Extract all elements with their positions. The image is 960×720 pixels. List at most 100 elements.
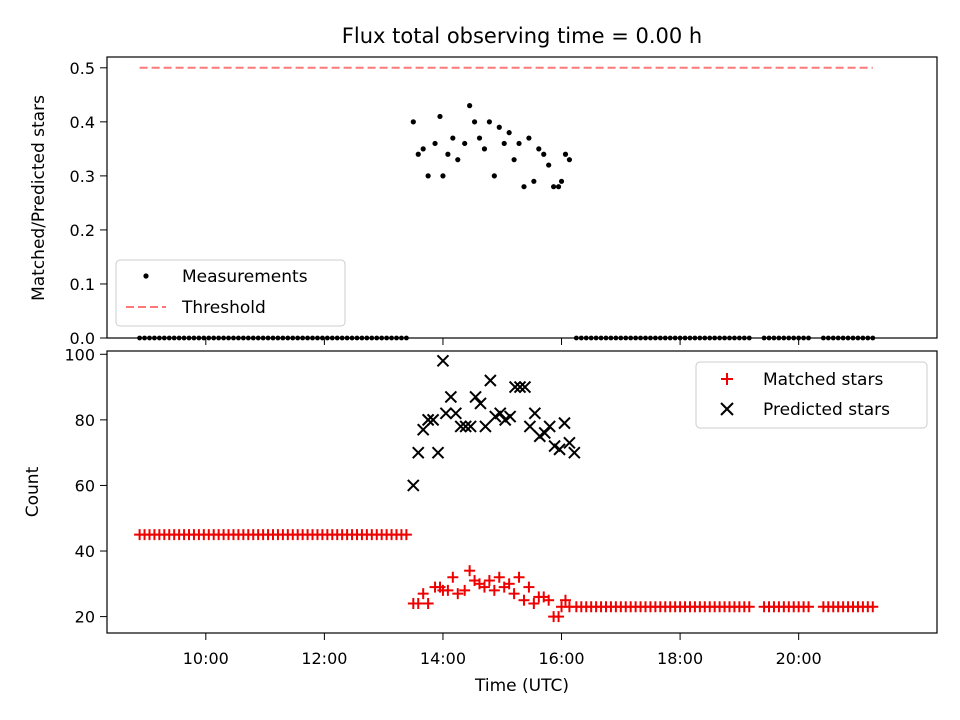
measurement-point [280,335,286,341]
measurement-point [305,335,310,341]
predicted-marker-b [439,407,453,420]
measurement-point [558,178,565,184]
predicted-star-point [449,407,463,420]
measurement-point [181,335,187,341]
measurement-point [369,335,375,341]
matched-star-point [488,584,500,596]
x-axis-label: Time (UTC) [474,676,569,696]
predicted-marker-b [412,446,425,459]
measurement-point [166,335,172,341]
matched-star-point [563,601,575,613]
measurement-point [425,173,431,179]
measurement-point [440,173,446,179]
bottom-x-tick-label: 18:00 [657,649,703,668]
top-y-tick-label: 0.5 [70,59,95,78]
measurement-point [648,335,653,341]
matched-star-point [523,581,535,593]
measurement-point [481,146,488,152]
predicted-marker-b [407,479,420,492]
measurement-point [455,157,461,163]
measurement-point [531,178,537,184]
predicted-marker-b [474,397,487,410]
measurement-point [546,162,552,168]
measurement-point [394,335,399,341]
top-y-axis: 0.0 0.1 0.2 0.3 0.4 0.5 [70,59,107,348]
measurement-point [860,335,866,341]
measurement-point [349,335,355,341]
predicted-marker-b [421,413,435,427]
measurement-point [240,335,246,341]
measurement-point [201,335,207,341]
measurement-point [275,335,281,341]
predicted-star-point [454,420,467,433]
measurement-point [410,119,416,125]
predicted-marker-b [431,446,445,459]
predicted-marker-b [548,439,561,453]
measurement-point [255,335,261,341]
matched-star-point [417,588,429,600]
matched-star-point [513,571,525,583]
predicted-marker-b [553,443,566,456]
measurement-point [682,335,688,341]
predicted-marker-b [454,420,467,433]
predicted-star-point [558,416,571,430]
top-chart-title: Flux total observing time = 0.00 h [342,24,702,48]
measurement-point [840,335,846,341]
predicted-marker-b [523,420,537,433]
measurement-point [697,335,703,341]
measurement-point [196,335,202,341]
measurement-point [573,335,579,341]
bottom-x-tick-label: 10:00 [183,649,229,668]
measurement-point [491,173,497,179]
predicted-marker-b [528,407,542,420]
predicted-star-point [444,390,458,404]
predicted-marker-b [464,420,477,433]
bottom-y-tick-label: 20 [75,608,95,627]
measurement-point [603,335,609,341]
measurement-point [712,335,718,341]
legend-label-predicted: Predicted stars [763,400,890,420]
measurement-point [176,335,182,341]
predicted-star-point [503,410,517,423]
measurement-point [551,184,557,190]
measurement-point [420,146,426,152]
measurement-point [865,335,871,341]
matched-star-point [464,565,476,577]
predicted-marker-b [568,446,581,459]
bottom-legend-box [695,361,928,429]
measurement-point [270,335,276,341]
measurement-point [870,335,876,341]
predicted-star-point [479,420,492,433]
measurement-point [536,146,542,152]
predicted-star-point [426,413,440,427]
measurement-point [137,335,143,341]
measurement-point [260,335,266,341]
bottom-y-tick-label: 100 [64,345,95,364]
measurement-point [415,151,421,157]
predicted-star-point [436,354,450,368]
measurement-point [399,335,404,341]
predicted-star-points [407,354,581,492]
measurement-point [329,335,335,341]
measurement-point [598,335,604,341]
measurement-point [300,335,306,341]
measurement-point [501,140,507,147]
measurement-point [511,157,517,163]
predicted-marker-b [459,420,472,433]
measurement-point [555,184,562,190]
measurement-point [623,335,629,341]
measurement-point [359,335,365,341]
measurement-point [374,335,380,341]
matched-star-point [508,588,520,600]
bottom-x-tick-label: 20:00 [776,649,822,668]
measurement-point [231,335,236,341]
matched-star-point [493,571,505,583]
legend-label-threshold: Threshold [181,298,266,318]
matched-star-point [543,594,555,606]
measurement-point [638,335,643,341]
predicted-marker-b [436,354,450,368]
predicted-marker-b [503,410,517,423]
measurement-point [562,151,569,157]
measurement-point [806,335,811,341]
predicted-marker-b [479,420,492,433]
